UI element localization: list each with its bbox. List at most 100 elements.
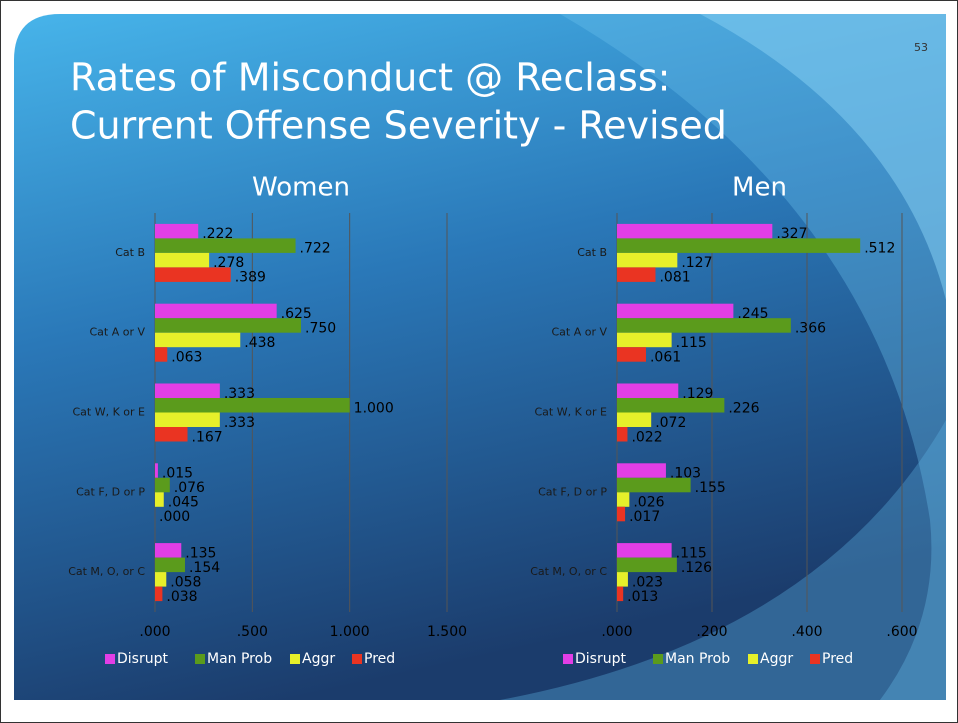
bar — [155, 238, 296, 253]
bar — [155, 427, 188, 442]
bar — [617, 252, 678, 268]
value-label: .058 — [170, 574, 201, 590]
bar — [617, 572, 628, 587]
value-label: .245 — [737, 306, 768, 322]
value-label: .115 — [676, 545, 707, 561]
value-label: .389 — [235, 270, 266, 286]
legend-swatch — [290, 654, 300, 664]
swoosh — [560, 14, 946, 700]
value-label: .045 — [168, 495, 199, 511]
slide-title: Current Offense Severity - Revised — [70, 104, 727, 148]
x-tick-label: .600 — [886, 624, 917, 640]
bar — [155, 318, 301, 333]
value-label: .333 — [224, 386, 255, 402]
bar — [155, 267, 231, 282]
bar — [617, 412, 652, 427]
slide-title: Rates of Misconduct @ Reclass: — [70, 56, 670, 100]
legend-label: Man Prob — [665, 651, 730, 667]
bar — [617, 543, 672, 558]
x-tick-label: .000 — [601, 624, 632, 640]
value-label: .023 — [632, 574, 663, 590]
value-label: .013 — [627, 589, 658, 605]
value-label: .722 — [300, 241, 331, 257]
legend-label: Disrupt — [575, 651, 626, 667]
legend-swatch — [195, 654, 205, 664]
bar — [155, 347, 168, 362]
bar — [155, 303, 277, 319]
bar — [155, 492, 164, 507]
page-number: 53 — [914, 41, 928, 54]
value-label: .015 — [162, 466, 193, 482]
value-label: .129 — [682, 386, 713, 402]
chart-title: Men — [732, 173, 787, 203]
value-label: .061 — [650, 349, 681, 365]
value-label: .512 — [864, 241, 895, 257]
value-label: .000 — [159, 509, 190, 525]
legend-swatch — [352, 654, 362, 664]
bar — [155, 398, 350, 413]
value-label: .017 — [629, 509, 660, 525]
value-label: .438 — [244, 335, 275, 351]
bar — [617, 238, 861, 253]
legend-label: Pred — [364, 651, 395, 667]
value-label: .750 — [305, 320, 336, 336]
value-label: .038 — [166, 589, 197, 605]
value-label: .155 — [695, 480, 726, 496]
value-label: 1.000 — [354, 400, 394, 416]
bar — [617, 463, 666, 478]
value-label: .154 — [189, 560, 220, 576]
value-label: .072 — [655, 415, 686, 431]
bar — [617, 586, 624, 602]
value-label: .022 — [631, 429, 662, 445]
value-label: .081 — [659, 270, 690, 286]
bar — [617, 557, 677, 573]
bar — [617, 492, 630, 507]
swoosh — [500, 420, 946, 700]
category-label: Cat F, D or P — [538, 485, 607, 498]
swoosh — [700, 14, 946, 300]
x-tick-label: .200 — [696, 624, 727, 640]
x-tick-label: 1.000 — [330, 624, 370, 640]
value-label: .333 — [224, 415, 255, 431]
value-label: .127 — [681, 255, 712, 271]
slide-background — [14, 14, 946, 700]
bar — [617, 383, 679, 398]
x-tick-label: .400 — [791, 624, 822, 640]
value-label: .625 — [281, 306, 312, 322]
value-label: .167 — [192, 429, 223, 445]
value-label: .063 — [171, 349, 202, 365]
value-label: .278 — [213, 255, 244, 271]
value-label: .115 — [676, 335, 707, 351]
value-label: .222 — [202, 226, 233, 242]
value-label: .366 — [795, 320, 826, 336]
x-tick-label: .000 — [139, 624, 170, 640]
chart-title: Women — [252, 173, 350, 203]
value-label: .076 — [174, 480, 205, 496]
category-label: Cat M, O, or C — [530, 565, 607, 578]
bar — [617, 318, 791, 333]
value-label: .135 — [185, 545, 216, 561]
category-label: Cat W, K or E — [72, 406, 145, 419]
legend-swatch — [105, 654, 115, 664]
legend-swatch — [810, 654, 820, 664]
category-label: Cat W, K or E — [534, 406, 607, 419]
bar — [155, 557, 185, 573]
bar — [155, 543, 182, 558]
bar — [155, 463, 158, 478]
x-tick-label: 1.500 — [427, 624, 467, 640]
legend-label: Man Prob — [207, 651, 272, 667]
category-label: Cat B — [577, 246, 607, 259]
bar — [617, 267, 656, 282]
bar — [617, 506, 626, 522]
category-label: Cat A or V — [89, 326, 145, 339]
bar — [617, 398, 725, 413]
bar — [617, 223, 773, 239]
bar — [617, 347, 646, 362]
category-label: Cat B — [115, 246, 145, 259]
bar — [617, 427, 628, 442]
legend-swatch — [563, 654, 573, 664]
legend-label: Pred — [822, 651, 853, 667]
bar — [617, 332, 672, 348]
bar — [155, 412, 220, 427]
